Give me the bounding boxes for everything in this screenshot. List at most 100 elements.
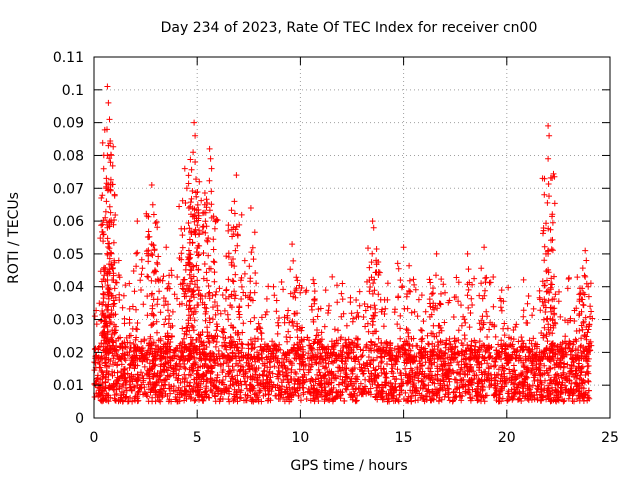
data-point [384, 361, 390, 367]
data-point [128, 387, 135, 394]
data-point [466, 324, 473, 331]
data-point [427, 303, 434, 310]
data-point [562, 344, 569, 351]
data-point [549, 236, 556, 243]
data-point [393, 395, 400, 402]
data-point [576, 298, 583, 305]
data-point [483, 392, 490, 399]
data-point [411, 281, 418, 288]
data-point [97, 235, 104, 242]
data-point [418, 336, 425, 343]
data-point [501, 377, 508, 384]
data-point [393, 355, 400, 362]
data-point [510, 327, 517, 333]
data-point [157, 335, 164, 342]
data-point [542, 309, 549, 315]
data-point [164, 359, 171, 365]
data-point [186, 382, 193, 389]
data-point [300, 384, 307, 391]
data-point [162, 298, 169, 305]
data-point [109, 162, 116, 169]
data-point [549, 330, 556, 337]
data-point [100, 299, 107, 305]
data-point [543, 220, 549, 227]
axis-ticks [93, 56, 611, 419]
data-point [277, 391, 284, 398]
data-point [464, 363, 471, 370]
data-point [302, 289, 309, 295]
data-point [168, 398, 175, 405]
data-point [144, 273, 151, 280]
y-tick-label: 0.11 [53, 50, 84, 66]
data-point [205, 338, 212, 345]
data-point [276, 384, 283, 391]
data-point [152, 398, 159, 405]
data-point [122, 282, 129, 289]
data-point [148, 365, 155, 372]
data-point [154, 329, 160, 336]
data-point [171, 291, 178, 298]
data-point [178, 391, 185, 398]
data-point [234, 372, 241, 379]
data-point [183, 262, 189, 269]
data-point [586, 323, 592, 330]
data-point [466, 368, 473, 375]
data-point [270, 283, 277, 290]
data-point [450, 397, 457, 404]
data-point [147, 380, 154, 387]
data-point [105, 398, 112, 405]
data-point [228, 304, 235, 311]
data-point [346, 350, 353, 357]
data-point [433, 333, 440, 340]
data-point [481, 371, 488, 378]
data-point [557, 391, 564, 398]
data-point [189, 278, 195, 285]
data-point [471, 372, 478, 379]
data-point [143, 349, 150, 356]
data-point [132, 375, 139, 382]
data-point [111, 191, 118, 198]
data-point [362, 307, 369, 314]
data-point [537, 307, 544, 314]
data-point [581, 272, 588, 279]
data-point [414, 313, 421, 320]
data-point [112, 279, 119, 286]
data-point [472, 343, 479, 350]
data-point [169, 308, 176, 315]
data-point [434, 346, 441, 353]
y-tick-label: 0.07 [53, 181, 84, 197]
data-point [541, 385, 548, 392]
data-point [100, 343, 107, 350]
data-point [543, 346, 550, 353]
data-point [313, 387, 320, 394]
data-point [97, 364, 104, 371]
y-tick-label: 0.09 [53, 116, 84, 132]
data-point [183, 324, 190, 331]
data-point [338, 290, 345, 297]
data-point [378, 359, 384, 366]
data-point [557, 355, 564, 362]
data-point [382, 349, 389, 356]
data-point [498, 297, 505, 304]
data-point [507, 342, 514, 348]
data-point [571, 318, 578, 324]
data-point [468, 338, 475, 345]
data-point [424, 332, 431, 339]
data-point [112, 380, 119, 387]
data-point [266, 359, 273, 366]
data-point [481, 354, 488, 361]
data-point [127, 361, 134, 368]
data-point [102, 379, 109, 386]
data-point [400, 244, 407, 251]
data-point [202, 388, 209, 395]
data-point [308, 363, 314, 370]
data-point [115, 398, 122, 405]
data-point [278, 362, 285, 369]
data-point [339, 280, 346, 287]
data-point [515, 384, 521, 391]
data-point [547, 347, 554, 354]
data-point [98, 340, 105, 347]
data-point [347, 294, 354, 301]
data-point [237, 277, 244, 284]
data-point [378, 369, 385, 376]
